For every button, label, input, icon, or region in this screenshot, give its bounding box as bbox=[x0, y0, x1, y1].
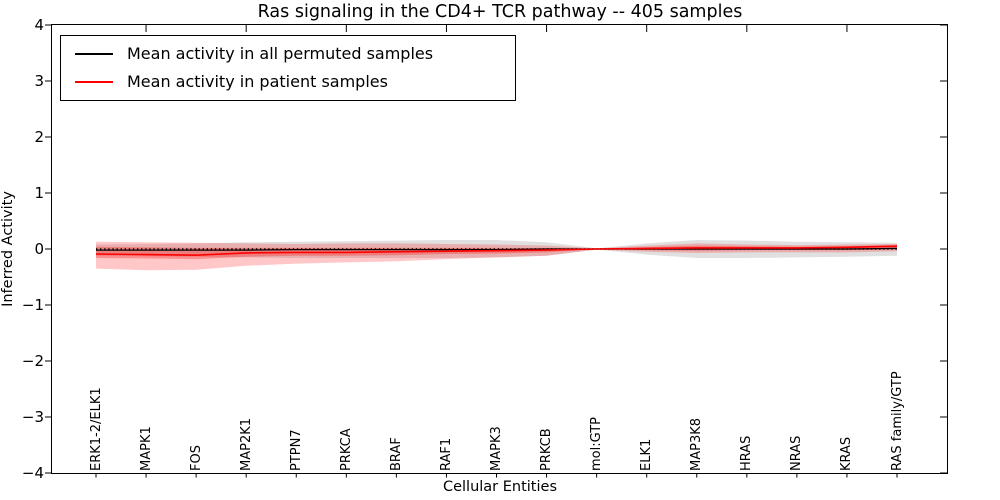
x-tick-label: ERK1-2/ELK1 bbox=[88, 387, 104, 471]
legend-line-sample bbox=[75, 81, 113, 83]
x-tick-label: MAPK1 bbox=[138, 426, 154, 471]
x-tick-label: MAPK3 bbox=[489, 426, 504, 471]
legend-entry: Mean activity in patient samples bbox=[61, 69, 515, 95]
y-tick-label: −1 bbox=[21, 296, 44, 314]
x-tick-label: PTPN7 bbox=[288, 429, 304, 471]
chart-title: Ras signaling in the CD4+ TCR pathway --… bbox=[257, 2, 743, 22]
x-tick-label: NRAS bbox=[789, 435, 805, 471]
axis-ticks bbox=[45, 24, 947, 478]
x-tick-label: KRAS bbox=[839, 436, 855, 471]
y-tick-label: 3 bbox=[34, 72, 44, 90]
legend-line-sample bbox=[75, 53, 113, 55]
legend: Mean activity in all permuted samples Mea… bbox=[60, 35, 516, 101]
plot-canvas bbox=[45, 24, 947, 478]
series-line-1 bbox=[95, 245, 898, 257]
y-tick-label: 1 bbox=[34, 184, 44, 202]
x-axis-label: Cellular Entities bbox=[442, 479, 558, 495]
legend-entry: Mean activity in all permuted samples bbox=[61, 41, 515, 67]
x-tick-label: RAS family/GTP bbox=[889, 371, 905, 471]
x-tick-label: FOS bbox=[188, 445, 204, 471]
y-tick-label: 2 bbox=[34, 128, 44, 146]
x-tick-label: PRKCB bbox=[539, 428, 555, 471]
y-tick-label: −3 bbox=[21, 408, 44, 426]
x-tick-label: RAF1 bbox=[438, 437, 454, 471]
y-tick-label: −4 bbox=[21, 464, 44, 482]
plot-area: ERK1-2/ELK1 MAPK1 FOS MAP2K1 PTPN7 PRKCA BRAF R… bbox=[45, 24, 948, 478]
y-tick-label: −2 bbox=[21, 352, 44, 370]
x-tick-label: BRAF bbox=[388, 437, 404, 471]
legend-label: Mean activity in all permuted samples bbox=[127, 44, 434, 63]
y-tick-label: 4 bbox=[34, 16, 44, 34]
x-tick-label: MAP2K1 bbox=[238, 417, 254, 471]
legend-label: Mean activity in patient samples bbox=[127, 72, 388, 91]
x-tick-label: HRAS bbox=[739, 435, 755, 471]
x-tick-label: PRKCA bbox=[338, 428, 354, 471]
x-tick-label: ELK1 bbox=[639, 438, 655, 471]
series-line-0 bbox=[96, 247, 898, 251]
y-tick-label: 0 bbox=[34, 240, 44, 258]
x-tick-label: MAP3K8 bbox=[689, 417, 705, 471]
x-tick-label: mol:GTP bbox=[589, 417, 605, 471]
